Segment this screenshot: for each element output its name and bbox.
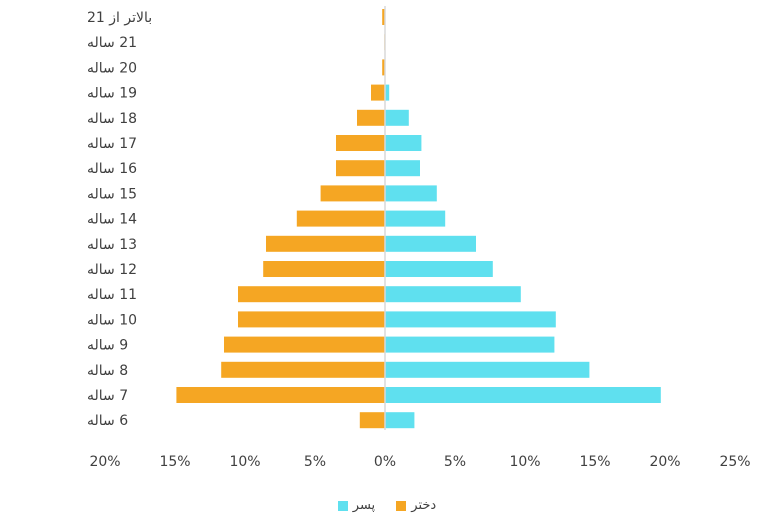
category-label-10: 16 ساله: [87, 161, 137, 177]
x-tick-label-6: 10%: [509, 454, 540, 470]
bar-girls-8: [296, 210, 385, 227]
x-tick-label-0: 20%: [89, 454, 120, 470]
bar-girls-7: [266, 235, 385, 252]
bar-boys-0: [385, 412, 415, 429]
category-label-11: 17 ساله: [87, 136, 137, 152]
legend-label-girls: دختر: [411, 498, 437, 513]
bars-group: [176, 9, 661, 429]
x-tick-label-7: 15%: [579, 454, 610, 470]
bar-boys-2: [385, 361, 590, 378]
legend-label-boys: پسر: [352, 498, 376, 513]
x-tick-label-8: 20%: [649, 454, 680, 470]
legend-item-boys: پسر: [333, 498, 375, 513]
bar-boys-12: [385, 109, 409, 126]
bar-girls-1: [176, 387, 385, 403]
bar-girls-6: [263, 261, 385, 277]
bar-boys-3: [385, 336, 555, 353]
legend-swatch-boys: [337, 500, 348, 511]
bar-girls-4: [238, 311, 385, 328]
bar-boys-10: [385, 160, 420, 177]
x-axis-tick-labels: 20% 15% 10% 5% 0% 5% 10% 15% 20% 25%: [89, 454, 750, 470]
legend: پسر دختر: [0, 498, 769, 515]
category-label-6: 12 ساله: [87, 262, 137, 278]
category-label-15: 21 ساله: [87, 35, 137, 51]
category-label-9: 15 ساله: [87, 186, 137, 202]
bar-girls-12: [357, 109, 385, 126]
category-label-14: 20 ساله: [87, 60, 137, 76]
bar-boys-7: [385, 235, 476, 252]
category-label-7: 13 ساله: [87, 237, 137, 253]
bar-girls-5: [238, 286, 385, 303]
x-tick-label-5: 5%: [444, 454, 466, 470]
bar-girls-16: [382, 9, 385, 25]
category-label-2: 8 ساله: [87, 363, 128, 379]
category-label-12: 18 ساله: [87, 111, 137, 127]
bar-girls-9: [320, 185, 385, 202]
bar-boys-6: [385, 261, 493, 277]
category-label-5: 11 ساله: [87, 287, 137, 303]
x-tick-label-1: 15%: [159, 454, 190, 470]
category-label-4: 10 ساله: [87, 312, 137, 328]
bar-boys-8: [385, 210, 446, 227]
bar-boys-1: [385, 387, 661, 403]
x-tick-label-4: 0%: [374, 454, 396, 470]
category-label-3: 9 ساله: [87, 338, 128, 354]
category-labels: 6 ساله 7 ساله 8 ساله 9 ساله 10 ساله 11 ساله 12…: [87, 10, 152, 429]
category-label-13: 19 ساله: [87, 86, 137, 102]
x-tick-label-3: 5%: [304, 454, 326, 470]
category-label-8: 14 ساله: [87, 212, 137, 228]
bar-boys-5: [385, 286, 521, 303]
bar-girls-0: [359, 412, 385, 429]
bar-boys-11: [385, 135, 422, 151]
bar-girls-3: [224, 336, 385, 353]
bar-girls-2: [221, 361, 385, 378]
category-label-0: 6 ساله: [87, 413, 128, 429]
bar-boys-4: [385, 311, 556, 328]
bar-girls-13: [371, 84, 385, 101]
legend-item-girls: دختر: [391, 498, 436, 513]
bar-boys-13: [385, 84, 390, 101]
x-tick-label-2: 10%: [229, 454, 260, 470]
bar-girls-11: [336, 135, 385, 151]
category-label-16: بالاتر از 21: [87, 10, 152, 26]
legend-swatch-girls: [396, 500, 407, 511]
bar-girls-10: [336, 160, 385, 177]
bar-boys-9: [385, 185, 437, 202]
bar-girls-14: [382, 59, 385, 76]
x-tick-label-9: 25%: [719, 454, 750, 470]
category-label-1: 7 ساله: [87, 388, 128, 404]
